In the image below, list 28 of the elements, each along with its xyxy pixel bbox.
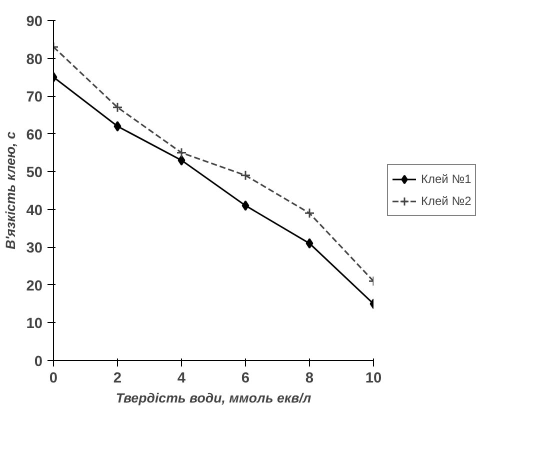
y-axis-title: В'язкість клею, с	[3, 131, 18, 250]
x-tick-label: 8	[305, 370, 314, 386]
y-tick-label: 10	[26, 316, 43, 332]
x-tick-label: 6	[241, 370, 250, 386]
point	[242, 200, 250, 211]
y-tick-label: 40	[26, 202, 43, 219]
x-tick-label: 4	[177, 370, 186, 386]
legend-label: Клей №2	[421, 194, 472, 208]
point	[176, 147, 187, 158]
point	[112, 102, 123, 113]
x-axis-title: Твердість води, ммоль екв/л	[116, 390, 312, 406]
point	[304, 208, 315, 218]
x-tick-label: 2	[113, 370, 122, 386]
point	[306, 238, 314, 249]
y-tick-label: 80	[26, 52, 43, 68]
y-tick-label: 60	[26, 127, 43, 144]
y-tick-label: 90	[26, 14, 43, 30]
legend-label: Клей №1	[421, 172, 472, 186]
y-tick-label: 0	[34, 354, 43, 370]
y-tick-label: 50	[26, 165, 43, 182]
point	[178, 155, 186, 166]
y-tick-label: 30	[26, 240, 43, 257]
point	[114, 121, 122, 132]
x-tick-label: 0	[49, 370, 58, 386]
y-tick-label: 20	[26, 278, 43, 294]
x-tick-label: 10	[365, 370, 382, 386]
point	[240, 170, 251, 181]
y-tick-label: 70	[26, 90, 43, 106]
